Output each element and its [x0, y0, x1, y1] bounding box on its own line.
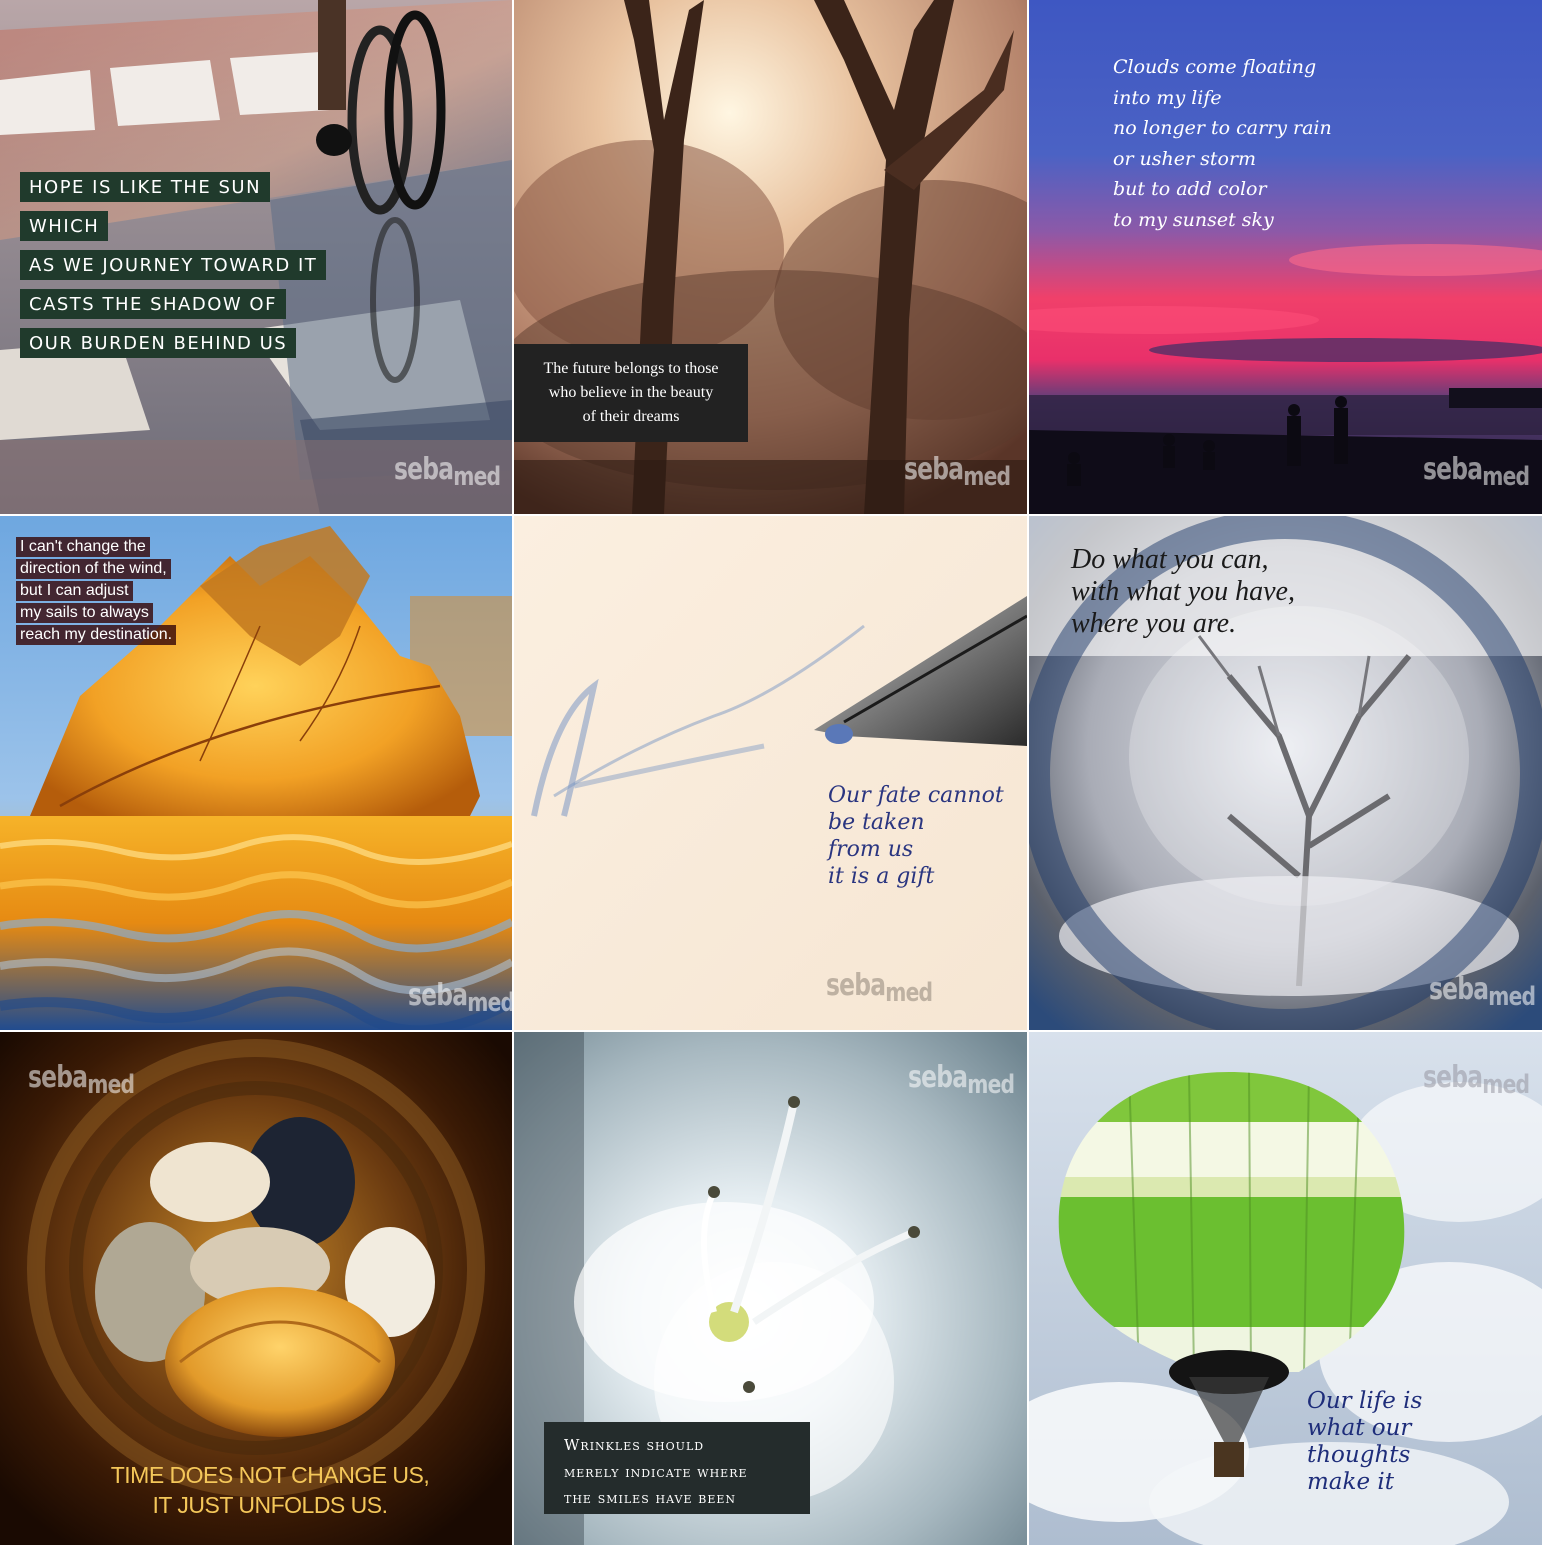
- quote-line: Our fate cannot: [828, 783, 1004, 808]
- quote-line: be taken: [828, 810, 925, 835]
- quote-line: from us: [828, 837, 914, 862]
- hot-air-balloon-image: [1029, 1032, 1542, 1545]
- quote-line: AS WE JOURNEY TOWARD IT: [20, 250, 327, 280]
- tile-bicycle-road: HOPE IS LIKE THE SUN WHICH AS WE JOURNEY…: [0, 0, 512, 514]
- autumn-leaf-image: [0, 516, 512, 1030]
- tile-misty-forest: The future belongs to those who believe …: [514, 0, 1027, 514]
- quote-line: into my life: [1113, 86, 1222, 109]
- quote-box: Wrinkles should merely indicate where th…: [544, 1422, 810, 1514]
- tile-autumn-leaf: I can't change the direction of the wind…: [0, 516, 512, 1030]
- tile-snowy-tree: Do what you can, with what you have, whe…: [1029, 516, 1542, 1030]
- quote-line: HOPE IS LIKE THE SUN: [20, 172, 271, 202]
- sebamed-logo: sebamed: [1423, 452, 1530, 492]
- quote-box: The future belongs to those who believe …: [514, 344, 748, 442]
- quote-text-block: HOPE IS LIKE THE SUN WHICH AS WE JOURNEY…: [20, 172, 327, 367]
- quote-line: where you are.: [1071, 608, 1237, 639]
- quote-line: TIME DOES NOT CHANGE US,: [110, 1462, 430, 1488]
- quote-line: Do what you can,: [1071, 544, 1269, 575]
- fountain-pen-image: [514, 516, 1027, 1030]
- tile-hot-air-balloon: Our life is what our thoughts make it se…: [1029, 1032, 1542, 1545]
- quote-line: reach my destination.: [16, 625, 177, 645]
- tile-sunset-beach: Clouds come floating into my life no lon…: [1029, 0, 1542, 514]
- quote-text-block: Clouds come floating into my life no lon…: [1113, 52, 1332, 235]
- quote-text-block: Do what you can, with what you have, whe…: [1071, 544, 1295, 640]
- quote-line: the smiles have been: [564, 1489, 737, 1507]
- quote-line: no longer to carry rain: [1113, 117, 1332, 139]
- quote-line: Wrinkles should: [564, 1436, 705, 1454]
- seashells-image: [0, 1032, 512, 1545]
- road-puddle-image: [0, 0, 512, 514]
- quote-text-block: Our fate cannot be taken from us it is a…: [828, 782, 1004, 890]
- quote-line: of their dreams: [582, 408, 680, 425]
- quote-line: merely indicate where: [564, 1462, 748, 1481]
- tile-fountain-pen: Our fate cannot be taken from us it is a…: [514, 516, 1027, 1030]
- quote-line: make it: [1307, 1469, 1394, 1495]
- quote-line: IT JUST UNFOLDS US.: [152, 1492, 388, 1518]
- quote-line: with what you have,: [1071, 576, 1295, 607]
- quote-line: who believe in the beauty: [548, 384, 714, 401]
- quote-line: thoughts: [1307, 1442, 1411, 1468]
- sebamed-logo: sebamed: [826, 968, 933, 1008]
- quote-line: but I can adjust: [16, 581, 133, 601]
- quote-line: it is a gift: [828, 864, 935, 889]
- sunset-beach-image: [1029, 0, 1542, 514]
- sebamed-logo: sebamed: [1429, 972, 1536, 1012]
- quote-line: my sails to always: [16, 603, 153, 623]
- quote-line: or usher storm: [1113, 147, 1257, 170]
- quote-line: I can't change the: [16, 537, 150, 557]
- sebamed-logo: sebamed: [394, 452, 501, 492]
- quote-line: what our: [1307, 1415, 1412, 1441]
- sebamed-logo: sebamed: [904, 452, 1011, 492]
- quote-line: but to add color: [1113, 178, 1267, 200]
- quote-text-block: TIME DOES NOT CHANGE US, IT JUST UNFOLDS…: [0, 1460, 512, 1520]
- sebamed-logo: sebamed: [28, 1060, 135, 1100]
- sebamed-logo: sebamed: [408, 978, 512, 1018]
- tile-seashells: TIME DOES NOT CHANGE US, IT JUST UNFOLDS…: [0, 1032, 512, 1545]
- sebamed-logo: sebamed: [908, 1060, 1015, 1100]
- quote-text-block: Our life is what our thoughts make it: [1307, 1388, 1422, 1496]
- quote-line: WHICH: [20, 211, 109, 241]
- snowy-tree-image: [1029, 516, 1542, 1030]
- sebamed-logo: sebamed: [1423, 1060, 1530, 1100]
- quote-line: The future belongs to those: [543, 360, 719, 377]
- white-flower-image: [514, 1032, 1027, 1545]
- quote-text-block: I can't change the direction of the wind…: [16, 536, 177, 646]
- quote-line: Clouds come floating: [1113, 56, 1317, 78]
- quote-line: to my sunset sky: [1113, 208, 1274, 231]
- tile-white-flower: Wrinkles should merely indicate where th…: [514, 1032, 1027, 1545]
- quote-line: CASTS THE SHADOW OF: [20, 289, 286, 319]
- quote-line: direction of the wind,: [16, 559, 171, 579]
- quote-line: Our life is: [1307, 1388, 1423, 1414]
- quote-line: OUR BURDEN BEHIND US: [20, 328, 297, 358]
